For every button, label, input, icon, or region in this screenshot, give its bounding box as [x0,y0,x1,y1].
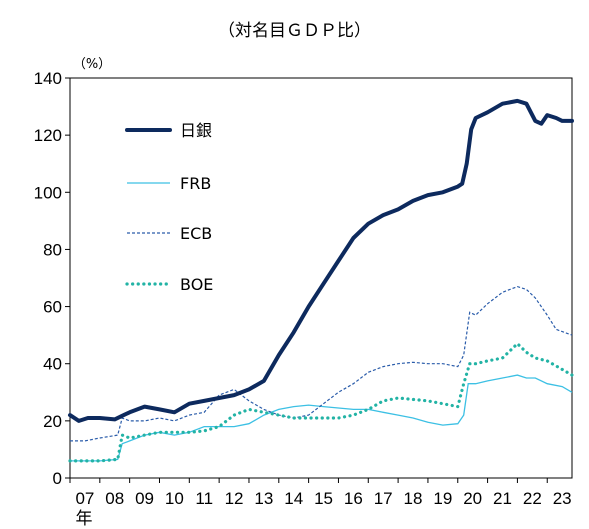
plot-series [68,98,574,463]
x-tick-label: 17 [374,489,393,508]
legend-label: FRB [180,174,211,193]
y-tick-label: 20 [43,412,62,431]
y-tick-label: 40 [43,355,62,374]
y-tick-label: 60 [43,298,62,317]
y-axis-unit-label: （%） [73,57,111,72]
x-tick-label: 08 [105,489,124,508]
y-tick-label: 0 [53,469,62,488]
x-tick-label: 23 [553,489,572,508]
x-tick-label: 22 [523,489,542,508]
axes: 0 20 40 60 80 100 120 140 07 08 09 10 11 12 13 14 15 16 17… [34,69,573,508]
y-tick-label: 140 [34,69,62,88]
x-tick-label: 15 [314,489,333,508]
x-tick-label: 07 [75,489,94,508]
y-tick-label: 100 [34,183,62,202]
x-tick-label: 09 [135,489,154,508]
x-tick-label: 18 [404,489,423,508]
x-tick-label: 21 [493,489,512,508]
x-tick-label: 16 [344,489,363,508]
legend: 日銀 FRB ECB BOE [125,121,213,294]
legend-label: ECB [180,224,212,243]
x-tick-label: 19 [433,489,452,508]
series-line [68,341,574,463]
plot-frame [69,77,573,479]
x-tick-label: 14 [284,489,303,508]
x-tick-label: 13 [254,489,273,508]
y-tick-label: 80 [43,240,62,259]
legend-label: BOE [180,275,213,294]
chart-title: （対名目ＧＤＰ比） [218,21,371,41]
x-axis-year-suffix: 年 [76,509,93,528]
series-line [68,98,574,423]
x-tick-label: 11 [195,489,213,508]
x-tick-label: 10 [165,489,184,508]
legend-label: 日銀 [180,121,212,140]
x-tick-label: 12 [225,489,244,508]
y-tick-label: 120 [34,126,62,145]
x-tick-label: 20 [463,489,482,508]
